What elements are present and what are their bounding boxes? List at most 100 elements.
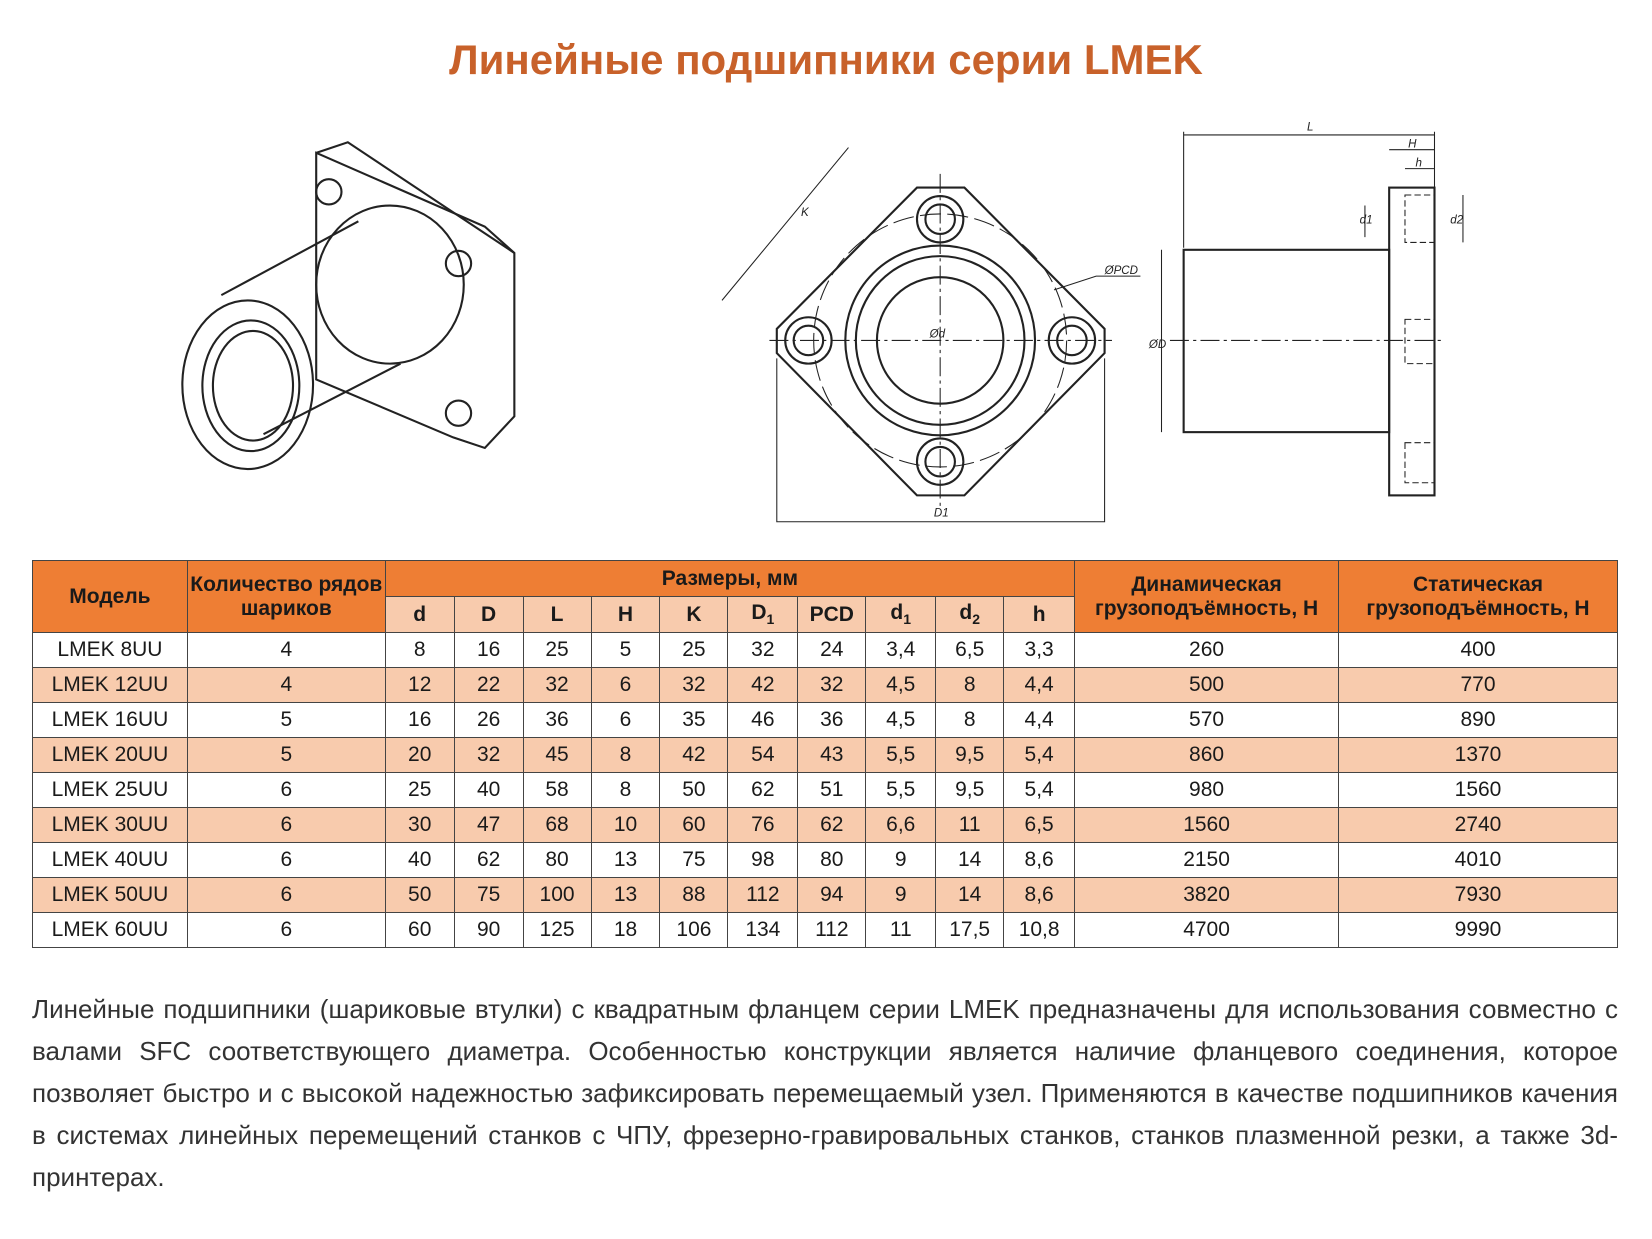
- header-dim-4: K: [659, 596, 729, 633]
- table-cell: 890: [1338, 702, 1618, 738]
- page-title: Линейные подшипники серии LMEK: [449, 36, 1203, 83]
- table-cell: 94: [797, 877, 867, 913]
- table-cell: 125: [522, 912, 592, 948]
- table-cell: 45: [522, 737, 592, 773]
- header-dim-3: H: [590, 596, 661, 633]
- dim-label: h: [1032, 602, 1046, 626]
- table-cell: 60: [659, 807, 729, 843]
- table-cell: 76: [727, 807, 799, 843]
- table-cell: 32: [453, 737, 524, 773]
- table-row: LMEK 20UU 5 20 32 45 8 42 54 43 5,5 9,5 5,4 860 1370: [32, 737, 1618, 773]
- header-dynamic-load: Динамическая грузоподъёмность, Н: [1074, 560, 1339, 633]
- table-cell: 5,5: [865, 737, 937, 773]
- table-row: LMEK 40UU 6 40 62 80 13 75 98 80 9 14 8,6 2150 4010: [32, 842, 1618, 878]
- table-cell: 75: [453, 877, 524, 913]
- label-D: ØD: [1148, 339, 1166, 351]
- table-cell: 20: [384, 737, 455, 773]
- header-ball-rows: Количество рядов шариков: [186, 560, 386, 633]
- header-dim-6: PCD: [797, 596, 867, 633]
- dim-label: K: [686, 602, 702, 626]
- table-cell: 6,6: [865, 807, 937, 843]
- table-cell: 2740: [1338, 807, 1618, 843]
- label-L: L: [1307, 122, 1313, 134]
- table-cell: 11: [935, 807, 1005, 843]
- table-cell: 25: [659, 632, 729, 668]
- table-cell: 5: [590, 632, 661, 668]
- header-model: Модель: [32, 560, 188, 633]
- table-cell: LMEK 8UU: [32, 632, 188, 668]
- table-cell: 36: [797, 702, 867, 738]
- header-dim-0: d: [384, 596, 455, 633]
- table-cell: LMEK 12UU: [32, 667, 188, 703]
- label-H: H: [1408, 139, 1417, 151]
- table-row: LMEK 8UU 4 8 16 25 5 25 32 24 3,4 6,5 3,3 260 400: [32, 632, 1618, 668]
- table-cell: 16: [453, 632, 524, 668]
- table-cell: 1560: [1338, 772, 1618, 808]
- label-D1: D1: [934, 507, 949, 519]
- table-cell: 14: [935, 842, 1005, 878]
- table-cell: 6: [590, 702, 661, 738]
- table-cell: 8: [384, 632, 455, 668]
- table-cell: 62: [797, 807, 867, 843]
- table-cell: LMEK 16UU: [32, 702, 188, 738]
- dim-label: PCD: [809, 602, 854, 626]
- table-cell: 6,5: [935, 632, 1005, 668]
- table-cell: 500: [1074, 667, 1339, 703]
- header-dim-9: h: [1003, 596, 1076, 633]
- label-K: K: [801, 207, 810, 219]
- table-cell: 88: [659, 877, 729, 913]
- table-cell: 4010: [1338, 842, 1618, 878]
- technical-drawings: K ØPCD Ød D1 L H h d1 d2 ØD: [181, 122, 1464, 523]
- table-cell: LMEK 20UU: [32, 737, 188, 773]
- table-row: LMEK 16UU 5 16 26 36 6 35 46 36 4,5 8 4,4 570 890: [32, 702, 1618, 738]
- table-cell: 47: [453, 807, 524, 843]
- table-cell: 26: [453, 702, 524, 738]
- header-dimensions: Размеры, мм: [384, 560, 1076, 597]
- table-cell: 6: [186, 877, 386, 913]
- label-d2: d2: [1450, 214, 1463, 226]
- table-cell: 51: [797, 772, 867, 808]
- table-cell: 54: [727, 737, 799, 773]
- table-cell: 90: [453, 912, 524, 948]
- table-row: LMEK 50UU 6 50 75 100 13 88 112 94 9 14 8,6 3820 7930: [32, 877, 1618, 913]
- label-h: h: [1416, 158, 1422, 170]
- table-cell: 4,4: [1003, 667, 1076, 703]
- table-cell: LMEK 60UU: [32, 912, 188, 948]
- table-cell: 1370: [1338, 737, 1618, 773]
- table-cell: 6: [590, 667, 661, 703]
- description: Линейные подшипники (шариковые втулки) с…: [32, 994, 1618, 1192]
- table-cell: 24: [797, 632, 867, 668]
- header-dim-8: d2: [935, 596, 1005, 633]
- table-cell: 50: [659, 772, 729, 808]
- table-cell: 14: [935, 877, 1005, 913]
- table-cell: 62: [453, 842, 524, 878]
- table-cell: 6: [186, 807, 386, 843]
- table-cell: 5,4: [1003, 737, 1076, 773]
- table-cell: 42: [727, 667, 799, 703]
- table-cell: 980: [1074, 772, 1339, 808]
- dim-label: d: [890, 601, 904, 625]
- table-cell: 106: [659, 912, 729, 948]
- table-cell: 4: [186, 667, 386, 703]
- table-cell: 12: [384, 667, 455, 703]
- table-cell: 30: [384, 807, 455, 843]
- table-cell: 80: [797, 842, 867, 878]
- table-cell: 40: [453, 772, 524, 808]
- dim-subscript: 2: [972, 611, 980, 628]
- table-cell: 8: [935, 667, 1005, 703]
- table-cell: 7930: [1338, 877, 1618, 913]
- table-cell: 13: [590, 842, 661, 878]
- side-view: L H h d1 d2 ØD: [1148, 122, 1464, 497]
- table-cell: 60: [384, 912, 455, 948]
- table-cell: 6: [186, 842, 386, 878]
- table-row: LMEK 30UU 6 30 47 68 10 60 76 62 6,6 11 6,5 1560 2740: [32, 807, 1618, 843]
- table-cell: 9: [865, 842, 937, 878]
- table-cell: 9,5: [935, 772, 1005, 808]
- table-cell: 3,4: [865, 632, 937, 668]
- table-cell: 8,6: [1003, 877, 1076, 913]
- table-cell: 5,4: [1003, 772, 1076, 808]
- table-cell: 13: [590, 877, 661, 913]
- table-cell: 75: [659, 842, 729, 878]
- table-cell: 46: [727, 702, 799, 738]
- table-cell: 50: [384, 877, 455, 913]
